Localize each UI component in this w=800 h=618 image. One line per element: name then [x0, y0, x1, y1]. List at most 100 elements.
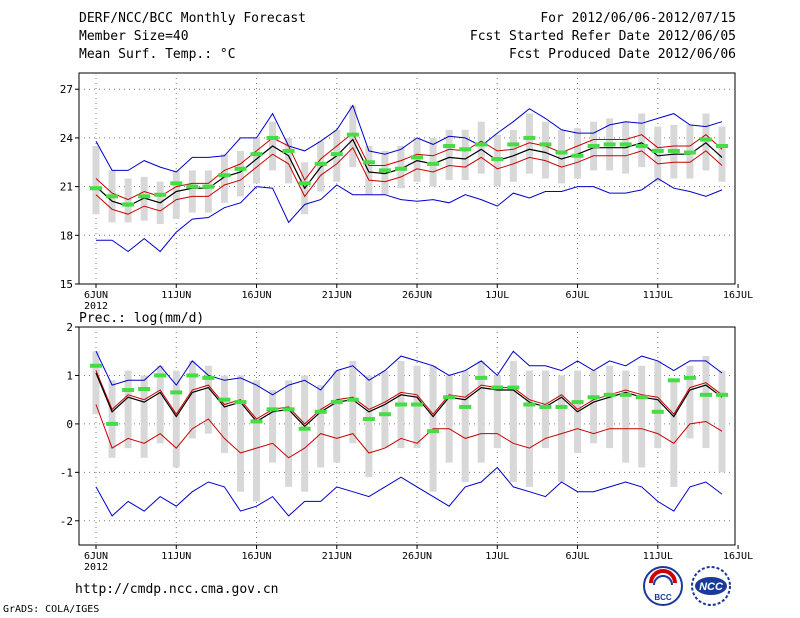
spread-bar	[349, 360, 357, 444]
spread-bar	[445, 129, 453, 181]
spread-bar	[204, 365, 212, 434]
spread-bar	[702, 113, 710, 171]
series-line-min	[95, 466, 723, 517]
observed-marker	[170, 181, 183, 186]
observed-marker	[218, 173, 231, 178]
series-line-upper	[95, 370, 723, 425]
observed-marker	[523, 135, 536, 140]
series-line-lower	[95, 146, 723, 215]
observed-marker	[298, 181, 311, 186]
spread-bar	[638, 365, 646, 468]
x-tick-label: 6JUN	[84, 551, 108, 562]
observed-marker	[346, 132, 359, 137]
x-year-label: 2012	[84, 301, 108, 312]
spread-bar	[525, 370, 533, 487]
source-url[interactable]: http://cmdp.ncc.cma.gov.cn	[75, 582, 279, 597]
observed-marker	[298, 426, 311, 431]
spread-bar	[718, 370, 726, 473]
observed-marker	[90, 186, 102, 191]
observed-marker	[459, 404, 472, 409]
observed-marker	[491, 385, 504, 390]
forecast-period: For 2012/06/06-2012/07/15	[540, 11, 736, 26]
spread-bar	[253, 137, 261, 184]
spread-bar	[670, 380, 678, 487]
observed-marker	[186, 184, 199, 189]
y-tick-label: 15	[60, 278, 73, 291]
spread-bar	[557, 129, 565, 184]
forecast-produced-date: Fcst Produced Date 2012/06/06	[509, 47, 736, 62]
y-tick-label: -2	[60, 515, 73, 528]
observed-marker	[154, 192, 167, 197]
spread-bar	[686, 365, 694, 439]
spread-bar	[622, 370, 630, 463]
series-line-max	[95, 104, 723, 173]
observed-marker	[330, 152, 343, 157]
observed-marker	[683, 150, 696, 155]
x-tick-label: 11JUN	[161, 551, 191, 562]
observed-marker	[314, 409, 327, 414]
observed-marker	[427, 429, 440, 434]
observed-marker	[138, 194, 151, 199]
series-line-max	[95, 350, 723, 396]
spread-bar	[381, 370, 389, 449]
observed-marker	[571, 400, 584, 405]
precipitation-panel-title: Prec.: log(mm/d)	[79, 311, 204, 326]
observed-marker	[250, 152, 263, 157]
spread-bar	[381, 150, 389, 195]
spread-bar	[285, 137, 293, 184]
observed-marker	[234, 400, 247, 405]
spread-bar	[461, 370, 469, 483]
spread-bar	[365, 146, 373, 195]
spread-bar	[461, 129, 469, 181]
spread-bar	[172, 170, 180, 220]
spread-bar	[718, 126, 726, 182]
spread-bar	[124, 178, 132, 223]
observed-marker	[539, 404, 552, 409]
observed-marker	[90, 363, 102, 368]
observed-marker	[282, 407, 295, 412]
observed-marker	[603, 392, 616, 397]
series-line-upper	[95, 132, 723, 201]
spread-bar	[606, 365, 614, 449]
observed-marker	[716, 144, 728, 149]
x-tick-label: 1JUL	[485, 551, 509, 562]
spread-bar	[92, 146, 100, 215]
observed-marker	[266, 135, 279, 140]
x-tick-label: 26JUN	[402, 290, 432, 301]
observed-marker	[250, 419, 263, 424]
plot-frame	[78, 326, 736, 546]
observed-marker	[394, 402, 407, 407]
spread-bar	[317, 385, 325, 468]
spread-bar	[301, 375, 309, 492]
spread-bar	[493, 375, 501, 449]
observed-marker	[378, 412, 391, 417]
spread-bar	[477, 121, 485, 174]
spread-bar	[172, 370, 180, 468]
forecast-start-date: Fcst Started Refer Date 2012/06/05	[469, 29, 736, 44]
y-tick-label: -1	[60, 466, 73, 479]
observed-marker	[635, 395, 648, 400]
observed-marker	[443, 395, 456, 400]
spread-bar	[236, 150, 244, 197]
spread-bar	[188, 360, 196, 439]
spread-bar	[92, 351, 100, 415]
bcc-logo-icon: BCC	[643, 566, 683, 606]
observed-marker	[475, 375, 488, 380]
x-tick-label: 1JUL	[485, 290, 509, 301]
x-tick-label: 6JUN	[84, 290, 108, 301]
spread-bar	[253, 380, 261, 502]
observed-marker	[539, 142, 552, 147]
spread-bar	[413, 365, 421, 449]
observed-marker	[619, 392, 632, 397]
observed-marker	[282, 148, 295, 153]
observed-marker	[154, 373, 167, 378]
observed-marker	[507, 142, 520, 147]
x-tick-label: 16JUN	[241, 551, 271, 562]
observed-marker	[587, 144, 600, 149]
observed-marker	[394, 166, 407, 171]
spread-bar	[541, 121, 549, 179]
observed-marker	[106, 194, 119, 199]
x-tick-label: 26JUN	[402, 551, 432, 562]
observed-marker	[459, 147, 472, 152]
